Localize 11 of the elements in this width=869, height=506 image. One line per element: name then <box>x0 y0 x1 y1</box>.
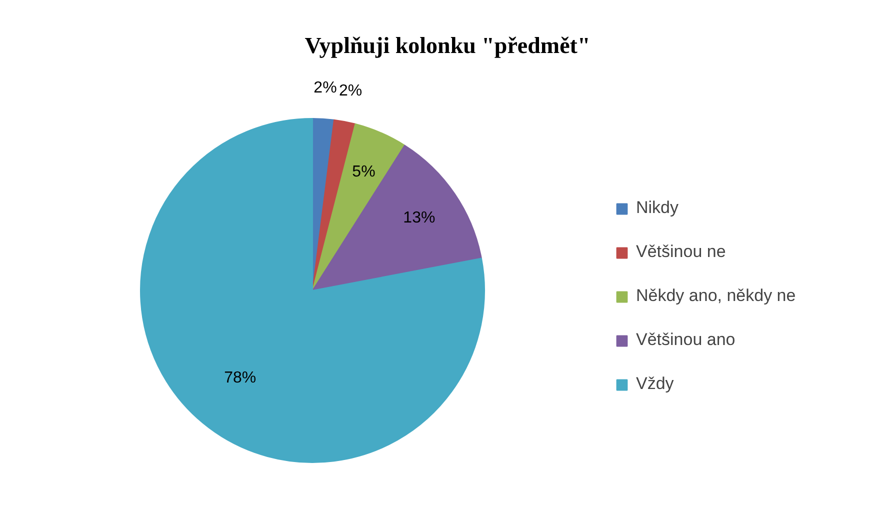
legend-label: Vždy <box>636 374 674 394</box>
legend-label: Nikdy <box>636 198 679 218</box>
data-label: 2% <box>314 79 337 96</box>
legend-label: Většinou ano <box>636 330 736 350</box>
data-label: 5% <box>352 164 376 181</box>
data-label: 78% <box>224 369 256 386</box>
data-label: 2% <box>338 82 362 100</box>
legend-label: Většinou ne <box>636 242 726 262</box>
chart-title: Vyplňuji kolonku "předmět" <box>304 33 590 58</box>
legend-label: Někdy ano, někdy ne <box>636 286 796 306</box>
data-label: 13% <box>403 209 436 226</box>
